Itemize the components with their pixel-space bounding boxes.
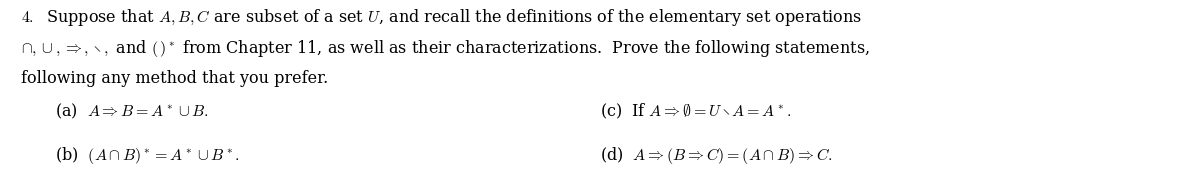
Text: (a)  $A \Rightarrow B = A^* \cup B.$: (a) $A \Rightarrow B = A^* \cup B.$ [55, 102, 209, 121]
Text: following any method that you prefer.: following any method that you prefer. [20, 70, 328, 87]
Text: (c)  If $A \Rightarrow \emptyset = U \setminus A = A^*.$: (c) If $A \Rightarrow \emptyset = U \set… [600, 102, 791, 121]
Text: $\cap, \cup, \Rightarrow, \setminus,$ and $(\,)^*$ from Chapter 11, as well as t: $\cap, \cup, \Rightarrow, \setminus,$ an… [20, 38, 869, 59]
Text: $\mathbf{4.}$  Suppose that $A, B, C$ are subset of a set $U$, and recall the de: $\mathbf{4.}$ Suppose that $A, B, C$ are… [20, 7, 862, 28]
Text: (b)  $(A \cap B)^* = A^* \cup B^*.$: (b) $(A \cap B)^* = A^* \cup B^*.$ [55, 145, 240, 166]
Text: (d)  $A \Rightarrow (B \Rightarrow C) = (A \cap B) \Rightarrow C.$: (d) $A \Rightarrow (B \Rightarrow C) = (… [600, 145, 833, 166]
